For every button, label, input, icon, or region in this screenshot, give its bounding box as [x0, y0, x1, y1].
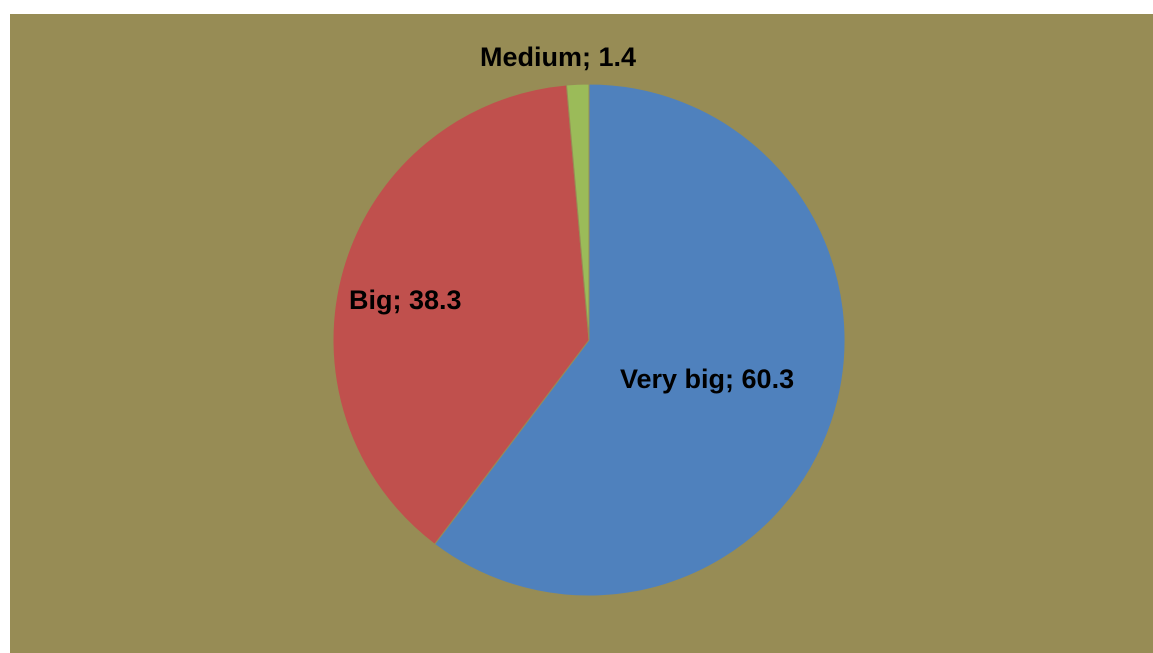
label-big: Big; 38.3	[349, 285, 462, 315]
pie-slices	[332, 83, 846, 597]
pie-slice-very-big	[433, 83, 846, 597]
label-very-big: Very big; 60.3	[620, 364, 794, 394]
pie-slice-big	[332, 84, 590, 545]
label-medium: Medium; 1.4	[480, 42, 636, 72]
pie-chart: Very big; 60.3 Big; 38.3 Medium; 1.4	[332, 42, 846, 597]
pie-slice-medium	[565, 83, 590, 341]
chart-area: Very big; 60.3 Big; 38.3 Medium; 1.4	[10, 14, 1153, 653]
